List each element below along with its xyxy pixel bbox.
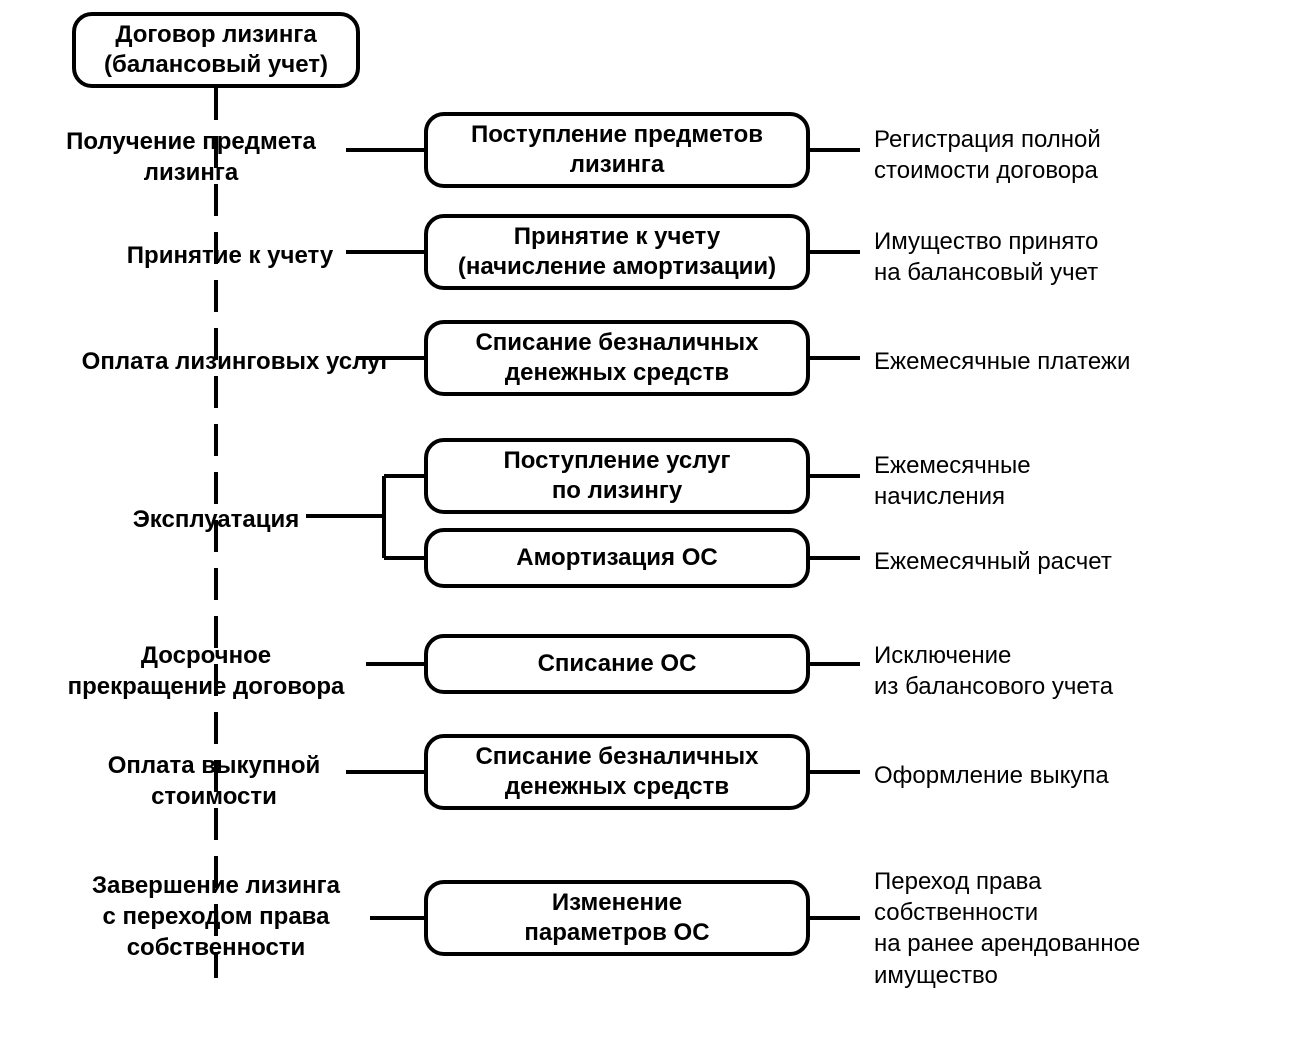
- desc-label-0: Регистрация полной стоимости договора: [874, 124, 1101, 186]
- doc-box-6: Списание безналичных денежных средств: [424, 734, 810, 810]
- desc-label-6: Оформление выкупа: [874, 760, 1109, 791]
- stage-label-7: Завершение лизинга с переходом права соб…: [56, 870, 376, 964]
- stage-label-3: Эксплуатация: [126, 504, 306, 535]
- doc-box-1: Принятие к учету (начисление амортизации…: [424, 214, 810, 290]
- root-box: Договор лизинга (балансовый учет): [72, 12, 360, 88]
- stage-label-6: Оплата выкупной стоимости: [84, 750, 344, 812]
- stage-label-0: Получение предмета лизинга: [36, 126, 346, 188]
- stage-label-2: Оплата лизинговых услуг: [36, 346, 436, 377]
- desc-label-5: Исключение из балансового учета: [874, 640, 1113, 702]
- doc-box-7: Изменение параметров ОС: [424, 880, 810, 956]
- doc-box-2: Списание безналичных денежных средств: [424, 320, 810, 396]
- doc-box-4: Амортизация ОС: [424, 528, 810, 588]
- desc-label-3: Ежемесячные начисления: [874, 450, 1031, 512]
- doc-box-0: Поступление предметов лизинга: [424, 112, 810, 188]
- desc-label-7: Переход права собственности на ранее аре…: [874, 866, 1140, 991]
- stage-label-1: Принятие к учету: [100, 240, 360, 271]
- desc-label-1: Имущество принято на балансовый учет: [874, 226, 1098, 288]
- desc-label-2: Ежемесячные платежи: [874, 346, 1130, 377]
- stage-label-5: Досрочное прекращение договора: [36, 640, 376, 702]
- desc-label-4: Ежемесячный расчет: [874, 546, 1112, 577]
- doc-box-3: Поступление услуг по лизингу: [424, 438, 810, 514]
- doc-box-5: Списание ОС: [424, 634, 810, 694]
